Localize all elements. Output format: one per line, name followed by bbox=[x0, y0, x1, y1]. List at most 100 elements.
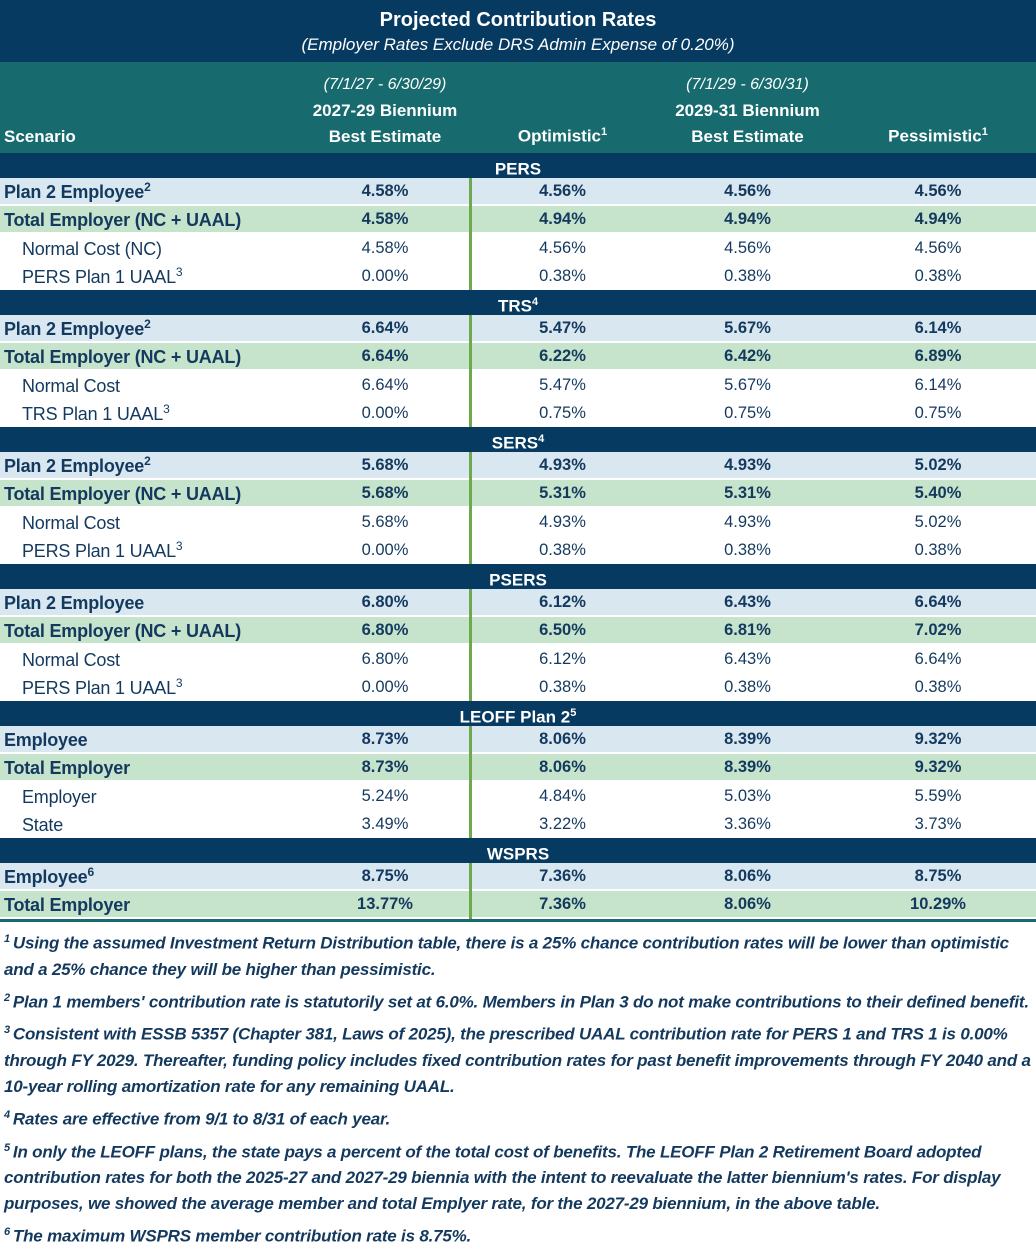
table-title-band: Projected Contribution Rates (Employer R… bbox=[0, 0, 1036, 62]
section-rows-leoff-plan-2: Employee 8.73% 8.06% 8.39% 9.32% Total Employ… bbox=[0, 726, 1036, 838]
rate-value: 7.02% bbox=[914, 620, 962, 639]
row-label: Total Employer (NC + UAAL) bbox=[0, 619, 300, 642]
row-footnote-ref: 2 bbox=[144, 316, 151, 331]
row-label: TRS Plan 1 UAAL3 bbox=[0, 402, 300, 425]
rate-value: 0.00% bbox=[361, 403, 409, 422]
row-label-text: Total Employer (NC + UAAL) bbox=[4, 620, 241, 641]
table-row-plan-2-employee: Plan 2 Employee2 5.68% 4.93% 4.93% 5.02% bbox=[0, 452, 1036, 480]
row-footnote-ref: 3 bbox=[175, 538, 183, 553]
rate-value: 8.06% bbox=[724, 894, 771, 913]
footnote-text: In only the LEOFF plans, the state pays … bbox=[4, 1142, 1001, 1214]
footnote-6: 6 The maximum WSPRS member contribution r… bbox=[4, 1219, 1032, 1250]
row-label-text: PERS Plan 1 UAAL bbox=[22, 266, 176, 287]
row-label: Normal Cost bbox=[0, 648, 300, 671]
page-subtitle: (Employer Rates Exclude DRS Admin Expens… bbox=[301, 35, 735, 54]
rate-value: 6.89% bbox=[914, 346, 962, 365]
section-header-leoff-plan-2: LEOFF Plan 25 bbox=[0, 701, 1036, 727]
section-header-sers: SERS4 bbox=[0, 427, 1036, 453]
row-label: Total Employer (NC + UAAL) bbox=[0, 345, 300, 368]
rate-value: 0.38% bbox=[724, 266, 771, 285]
footnote-ref-1: 1 bbox=[601, 126, 608, 139]
section-rows-trs: Plan 2 Employee2 6.64% 5.47% 5.67% 6.14% Tota… bbox=[0, 315, 1036, 427]
row-label: Employee bbox=[0, 728, 300, 751]
table-row-pers-plan-1-uaal: PERS Plan 1 UAAL3 0.00% 0.38% 0.38% 0.38% bbox=[0, 673, 1036, 701]
section-rows-psers: Plan 2 Employee 6.80% 6.12% 6.43% 6.64% Total… bbox=[0, 589, 1036, 701]
table-row-plan-2-employee: Plan 2 Employee2 6.64% 5.47% 5.67% 6.14% bbox=[0, 315, 1036, 343]
footnote-5: 5 In only the LEOFF plans, the state pays… bbox=[4, 1135, 1032, 1218]
rate-value: 0.75% bbox=[724, 403, 771, 422]
rate-value: 6.43% bbox=[724, 592, 771, 611]
rate-value: 3.22% bbox=[539, 814, 586, 833]
table-row-employee: Employee 8.73% 8.06% 8.39% 9.32% bbox=[0, 726, 1036, 754]
rate-value: 7.36% bbox=[539, 894, 586, 913]
rate-value: 7.36% bbox=[539, 866, 586, 885]
rate-value: 5.68% bbox=[361, 512, 409, 531]
header-biennium-row: 2027-29 Biennium 2029-31 Biennium bbox=[0, 94, 1036, 121]
rate-value: 0.38% bbox=[724, 677, 771, 696]
rate-value: 6.14% bbox=[914, 318, 962, 337]
row-label-text: Normal Cost bbox=[22, 512, 120, 533]
row-footnote-ref: 3 bbox=[175, 675, 183, 690]
rate-value: 8.06% bbox=[724, 866, 771, 885]
row-label-text: Normal Cost bbox=[22, 649, 120, 670]
section-header-pers: PERS bbox=[0, 153, 1036, 179]
table-row-total-employer-nc-uaal: Total Employer (NC + UAAL) 6.80% 6.50% 6.81… bbox=[0, 617, 1036, 645]
section-leoff-plan-2: LEOFF Plan 25 Employee 8.73% 8.06% 8.39% 9.32… bbox=[0, 701, 1036, 838]
rate-value: 5.31% bbox=[724, 483, 771, 502]
rate-value: 0.38% bbox=[539, 266, 586, 285]
section-footnote-ref: 4 bbox=[538, 433, 545, 445]
rate-value: 6.64% bbox=[361, 375, 409, 394]
rate-value: 0.00% bbox=[361, 540, 409, 559]
column-header-band: (7/1/27 - 6/30/29) (7/1/29 - 6/30/31) 20… bbox=[0, 62, 1036, 153]
row-label-text: Normal Cost bbox=[22, 375, 120, 396]
rate-value: 4.84% bbox=[539, 786, 586, 805]
rate-value: 4.94% bbox=[914, 209, 962, 228]
section-title: PERS bbox=[494, 159, 542, 179]
pessimistic-label: Pessimistic bbox=[888, 127, 982, 146]
rate-value: 4.56% bbox=[539, 181, 586, 200]
row-label: Plan 2 Employee2 bbox=[0, 454, 300, 477]
pessimistic-column-header: Pessimistic1 bbox=[840, 126, 1036, 147]
rate-value: 8.73% bbox=[361, 757, 409, 776]
rate-value: 8.06% bbox=[539, 757, 586, 776]
row-label-text: Normal Cost (NC) bbox=[22, 238, 162, 259]
row-footnote-ref: 2 bbox=[144, 179, 151, 194]
row-label: PERS Plan 1 UAAL3 bbox=[0, 676, 300, 699]
scenario-column-header: Scenario bbox=[4, 127, 76, 146]
rate-value: 6.50% bbox=[539, 620, 586, 639]
row-label: Plan 2 Employee bbox=[0, 591, 300, 614]
rate-value: 5.68% bbox=[361, 455, 409, 474]
row-label-text: Total Employer bbox=[4, 894, 130, 915]
row-label: PERS Plan 1 UAAL3 bbox=[0, 265, 300, 288]
rate-value: 4.58% bbox=[361, 238, 409, 257]
footnote-number: 5 bbox=[4, 1141, 10, 1154]
footnote-text: Plan 1 members' contribution rate is sta… bbox=[12, 992, 1029, 1012]
row-label: Plan 2 Employee2 bbox=[0, 317, 300, 340]
row-label: State bbox=[0, 813, 300, 836]
rate-value: 0.00% bbox=[361, 677, 409, 696]
table-row-total-employer: Total Employer 13.77% 7.36% 8.06% 10.29% bbox=[0, 891, 1036, 919]
table-row-normal-cost-nc: Normal Cost (NC) 4.58% 4.56% 4.56% 4.56% bbox=[0, 234, 1036, 262]
rate-value: 4.93% bbox=[724, 455, 771, 474]
section-title: LEOFF Plan 2 bbox=[459, 707, 571, 727]
rate-value: 4.93% bbox=[724, 512, 771, 531]
rate-value: 4.56% bbox=[724, 181, 771, 200]
best-estimate-2029-column-header: Best Estimate bbox=[691, 127, 804, 146]
section-title: TRS bbox=[497, 296, 532, 316]
rate-value: 5.67% bbox=[724, 318, 771, 337]
section-title: SERS bbox=[491, 433, 539, 453]
rate-value: 6.64% bbox=[361, 346, 409, 365]
footnote-number: 3 bbox=[4, 1024, 10, 1037]
rate-value: 8.75% bbox=[361, 866, 409, 885]
biennium-2027-29-label: 2027-29 Biennium bbox=[312, 101, 458, 120]
row-label-text: PERS Plan 1 UAAL bbox=[22, 677, 176, 698]
row-label-text: Total Employer bbox=[4, 757, 130, 778]
rate-value: 8.06% bbox=[539, 729, 586, 748]
footnote-4: 4 Rates are effective from 9/1 to 8/31 of… bbox=[4, 1102, 1032, 1133]
table-row-total-employer-nc-uaal: Total Employer (NC + UAAL) 5.68% 5.31% 5.31… bbox=[0, 480, 1036, 508]
rate-value: 3.73% bbox=[914, 814, 962, 833]
rate-value: 4.93% bbox=[539, 512, 586, 531]
row-label: Total Employer bbox=[0, 893, 300, 916]
section-trs: TRS4 Plan 2 Employee2 6.64% 5.47% 5.67% 6.14%… bbox=[0, 290, 1036, 427]
rate-value: 8.73% bbox=[361, 729, 409, 748]
